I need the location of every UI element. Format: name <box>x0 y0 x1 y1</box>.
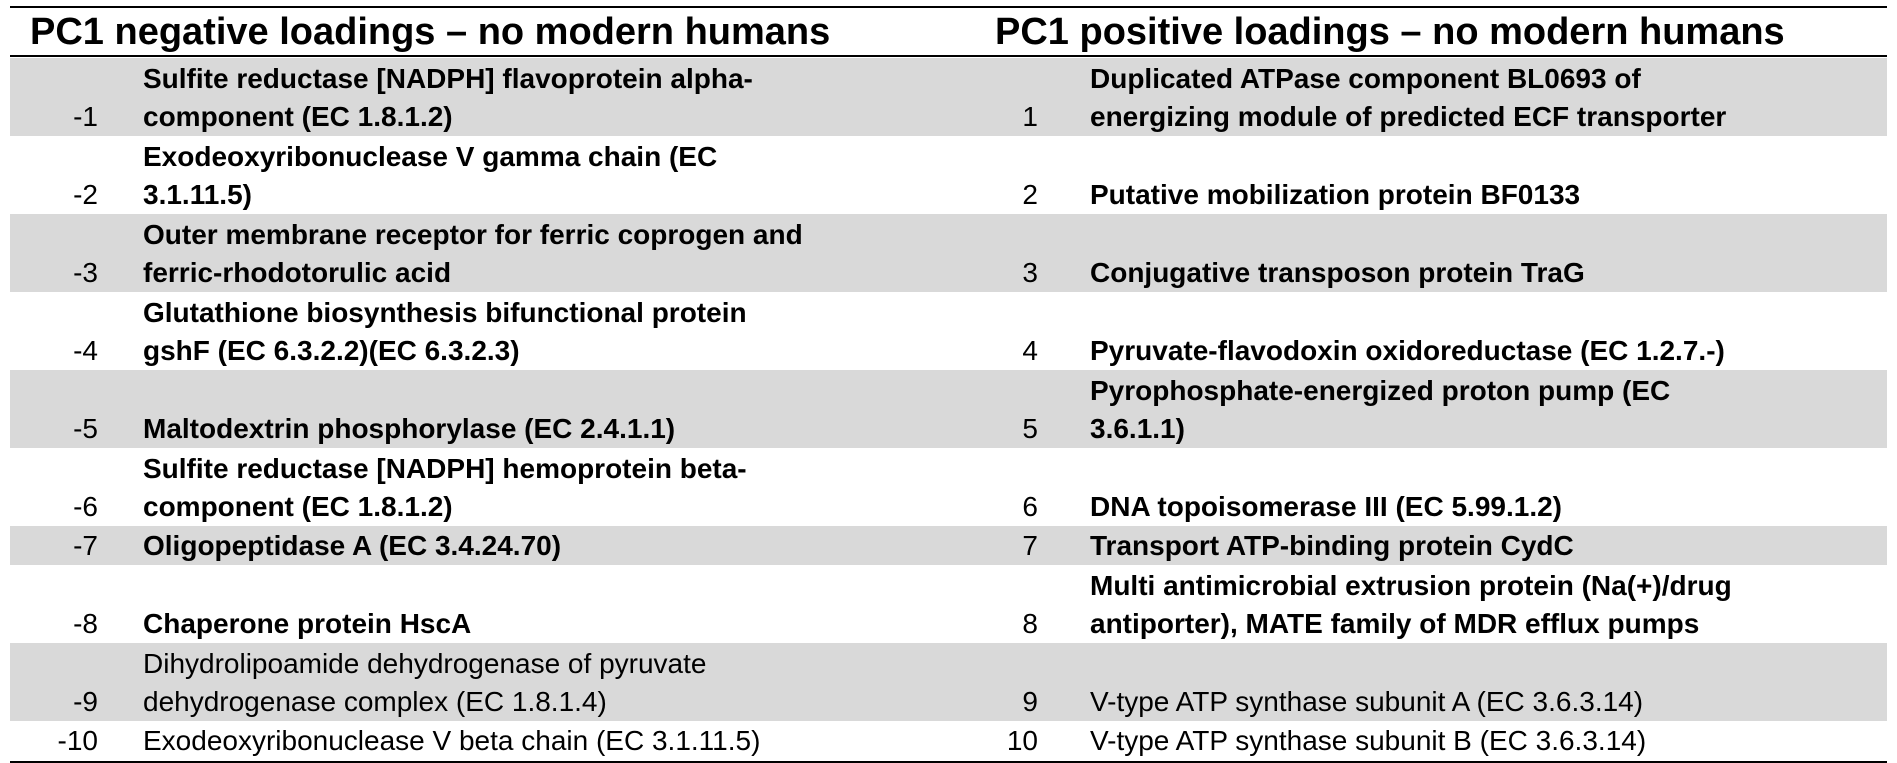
negative-protein-name: Maltodextrin phosphorylase (EC 2.4.1.1) <box>143 410 963 448</box>
table-top-rule <box>10 6 1887 8</box>
negative-protein-name: Outer membrane receptor for ferric copro… <box>143 216 963 292</box>
positive-rank: 4 <box>1022 335 1038 366</box>
positive-protein-name: Multi antimicrobial extrusion protein (N… <box>1090 567 1890 643</box>
positive-protein-name: DNA topoisomerase III (EC 5.99.1.2) <box>1090 488 1890 526</box>
positive-protein-name: V-type ATP synthase subunit B (EC 3.6.3.… <box>1090 722 1890 760</box>
positive-protein-name-line: energizing module of predicted ECF trans… <box>1090 101 1727 132</box>
negative-rank: -6 <box>73 491 98 522</box>
table-row: -5 Maltodextrin phosphorylase (EC 2.4.1.1… <box>10 370 1890 449</box>
positive-protein-name: V-type ATP synthase subunit A (EC 3.6.3.… <box>1090 683 1890 721</box>
positive-rank: 10 <box>1006 725 1038 756</box>
positive-rank: 8 <box>1022 608 1038 639</box>
negative-protein-name: Sulfite reductase [NADPH] flavoprotein a… <box>143 60 963 136</box>
negative-rank: -2 <box>73 179 98 210</box>
negative-protein-name-line: ferric-rhodotorulic acid <box>143 257 452 288</box>
positive-rank: 5 <box>1022 413 1038 444</box>
positive-rank: 9 <box>1022 686 1038 717</box>
positive-protein-name-line: DNA topoisomerase III (EC 5.99.1.2) <box>1090 491 1562 522</box>
positive-protein-name: Pyrophosphate-energized proton pump (EC 3… <box>1090 372 1890 448</box>
negative-protein-name-line: Oligopeptidase A (EC 3.4.24.70) <box>143 530 562 561</box>
negative-protein-name-line: Outer membrane receptor for ferric copro… <box>143 219 803 250</box>
negative-protein-name-line: Exodeoxyribonuclease V gamma chain (EC <box>143 141 718 172</box>
table-row: -6 Sulfite reductase [NADPH] hemoprotein … <box>10 448 1887 526</box>
negative-protein-name-line: Chaperone protein HscA <box>143 608 472 639</box>
positive-protein-name-line: antiporter), MATE family of MDR efflux p… <box>1090 608 1700 639</box>
negative-protein-name: Sulfite reductase [NADPH] hemoprotein be… <box>143 450 963 526</box>
table-header: PC1 negative loadings – no modern humans… <box>10 10 1887 54</box>
positive-protein-name: Conjugative transposon protein TraG <box>1090 254 1890 292</box>
table-row: -4 Glutathione biosynthesis bifunctional … <box>10 292 1887 370</box>
negative-rank: -9 <box>73 686 98 717</box>
negative-protein-name-line: dehydrogenase complex (EC 1.8.1.4) <box>143 686 607 717</box>
negative-protein-name-line: Sulfite reductase [NADPH] hemoprotein be… <box>143 453 747 484</box>
negative-rank: -7 <box>73 530 98 561</box>
positive-rank: 1 <box>1022 101 1038 132</box>
positive-protein-name-line: Pyrophosphate-energized proton pump (EC <box>1090 375 1671 406</box>
positive-rank: 3 <box>1022 257 1038 288</box>
negative-protein-name-line: gshF (EC 6.3.2.2)(EC 6.3.2.3) <box>143 335 520 366</box>
table-row: -7 Oligopeptidase A (EC 3.4.24.70) 7 Transp… <box>10 526 1890 566</box>
positive-rank: 7 <box>1022 530 1038 561</box>
negative-protein-name-line: Exodeoxyribonuclease V beta chain (EC 3.… <box>143 725 761 756</box>
positive-protein-name-line: 3.6.1.1) <box>1090 413 1185 444</box>
negative-protein-name: Exodeoxyribonuclease V gamma chain (EC 3.… <box>143 138 963 214</box>
positive-protein-name-line: Multi antimicrobial extrusion protein (N… <box>1090 570 1732 601</box>
negative-protein-name-line: Maltodextrin phosphorylase (EC 2.4.1.1) <box>143 413 676 444</box>
positive-protein-name-line: Conjugative transposon protein TraG <box>1090 257 1585 288</box>
table-body: -1 Sulfite reductase [NADPH] flavoprotein… <box>10 58 1887 760</box>
positive-rank: 2 <box>1022 179 1038 210</box>
table-header-rule <box>10 55 1887 57</box>
positive-protein-name-line: V-type ATP synthase subunit B (EC 3.6.3.… <box>1090 725 1647 756</box>
header-positive-loadings: PC1 positive loadings – no modern humans <box>995 11 1785 53</box>
negative-protein-name: Chaperone protein HscA <box>143 605 963 643</box>
positive-protein-name: Transport ATP-binding protein CydC <box>1090 527 1890 565</box>
positive-protein-name-line: Putative mobilization protein BF0133 <box>1090 179 1581 210</box>
header-negative-loadings: PC1 negative loadings – no modern humans <box>30 11 831 53</box>
positive-protein-name-line: V-type ATP synthase subunit A (EC 3.6.3.… <box>1090 686 1644 717</box>
positive-protein-name: Duplicated ATPase component BL0693 of ene… <box>1090 60 1890 136</box>
table-row: -10 Exodeoxyribonuclease V beta chain (EC… <box>10 721 1887 760</box>
negative-rank: -3 <box>73 257 98 288</box>
negative-protein-name-line: component (EC 1.8.1.2) <box>143 491 453 522</box>
negative-rank: -5 <box>73 413 98 444</box>
negative-protein-name: Dihydrolipoamide dehydrogenase of pyruva… <box>143 645 963 721</box>
negative-protein-name: Oligopeptidase A (EC 3.4.24.70) <box>143 527 963 565</box>
negative-protein-name-line: Sulfite reductase [NADPH] flavoprotein a… <box>143 63 753 94</box>
positive-protein-name: Pyruvate-flavodoxin oxidoreductase (EC 1… <box>1090 332 1890 370</box>
positive-protein-name: Putative mobilization protein BF0133 <box>1090 176 1890 214</box>
negative-rank: -8 <box>73 608 98 639</box>
positive-protein-name-line: Duplicated ATPase component BL0693 of <box>1090 63 1641 94</box>
table-row: -1 Sulfite reductase [NADPH] flavoprotein… <box>10 58 1890 137</box>
negative-rank: -10 <box>57 725 98 756</box>
positive-rank: 6 <box>1022 491 1038 522</box>
negative-protein-name-line: 3.1.11.5) <box>143 179 252 210</box>
table-row: -2 Exodeoxyribonuclease V gamma chain (EC… <box>10 136 1887 214</box>
table-row: -3 Outer membrane receptor for ferric cop… <box>10 214 1890 293</box>
negative-protein-name-line: Dihydrolipoamide dehydrogenase of pyruva… <box>143 648 707 679</box>
negative-protein-name: Glutathione biosynthesis bifunctional pr… <box>143 294 963 370</box>
table-row: -9 Dihydrolipoamide dehydrogenase of pyru… <box>10 643 1890 722</box>
negative-protein-name: Exodeoxyribonuclease V beta chain (EC 3.… <box>143 722 963 760</box>
negative-protein-name-line: Glutathione biosynthesis bifunctional pr… <box>143 297 747 328</box>
table-row: -8 Chaperone protein HscA 8 Multi antimicro… <box>10 565 1887 643</box>
negative-rank: -4 <box>73 335 98 366</box>
negative-rank: -1 <box>73 101 98 132</box>
negative-protein-name-line: component (EC 1.8.1.2) <box>143 101 453 132</box>
positive-protein-name-line: Pyruvate-flavodoxin oxidoreductase (EC 1… <box>1090 335 1725 366</box>
positive-protein-name-line: Transport ATP-binding protein CydC <box>1090 530 1574 561</box>
